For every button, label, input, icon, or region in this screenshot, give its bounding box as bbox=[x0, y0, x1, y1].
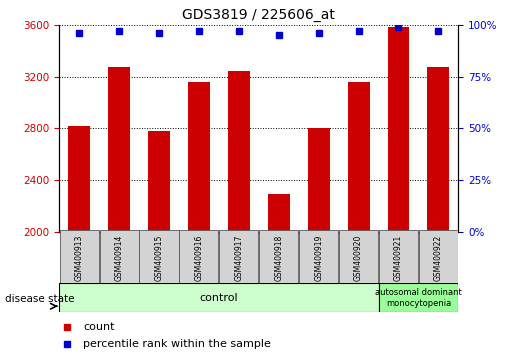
FancyBboxPatch shape bbox=[179, 230, 218, 285]
Text: GSM400916: GSM400916 bbox=[195, 234, 203, 281]
FancyBboxPatch shape bbox=[299, 230, 338, 285]
FancyBboxPatch shape bbox=[59, 283, 379, 312]
Text: autosomal dominant
monocytopenia: autosomal dominant monocytopenia bbox=[375, 288, 462, 308]
FancyBboxPatch shape bbox=[379, 283, 458, 312]
FancyBboxPatch shape bbox=[140, 230, 179, 285]
Text: GSM400921: GSM400921 bbox=[394, 234, 403, 281]
Bar bbox=[188, 82, 210, 232]
FancyBboxPatch shape bbox=[339, 230, 378, 285]
FancyBboxPatch shape bbox=[259, 230, 298, 285]
FancyBboxPatch shape bbox=[419, 230, 458, 285]
Text: GSM400922: GSM400922 bbox=[434, 234, 443, 281]
Text: disease state: disease state bbox=[5, 294, 75, 304]
FancyBboxPatch shape bbox=[60, 230, 99, 285]
Text: GSM400918: GSM400918 bbox=[274, 234, 283, 281]
Bar bbox=[268, 194, 290, 232]
Bar bbox=[387, 27, 409, 232]
FancyBboxPatch shape bbox=[219, 230, 259, 285]
Text: GSM400914: GSM400914 bbox=[115, 234, 124, 281]
Bar bbox=[427, 68, 450, 232]
Bar bbox=[148, 131, 170, 232]
Text: control: control bbox=[200, 293, 238, 303]
Bar bbox=[108, 68, 130, 232]
Text: percentile rank within the sample: percentile rank within the sample bbox=[83, 339, 271, 349]
Bar bbox=[348, 82, 370, 232]
FancyBboxPatch shape bbox=[379, 230, 418, 285]
Bar bbox=[68, 126, 90, 232]
Text: GSM400919: GSM400919 bbox=[314, 234, 323, 281]
Text: GSM400920: GSM400920 bbox=[354, 234, 363, 281]
Bar bbox=[307, 128, 330, 232]
Text: GSM400917: GSM400917 bbox=[234, 234, 243, 281]
Text: GSM400915: GSM400915 bbox=[154, 234, 163, 281]
FancyBboxPatch shape bbox=[99, 230, 139, 285]
Text: GSM400913: GSM400913 bbox=[75, 234, 83, 281]
Title: GDS3819 / 225606_at: GDS3819 / 225606_at bbox=[182, 8, 335, 22]
Bar bbox=[228, 72, 250, 232]
Text: count: count bbox=[83, 322, 115, 332]
